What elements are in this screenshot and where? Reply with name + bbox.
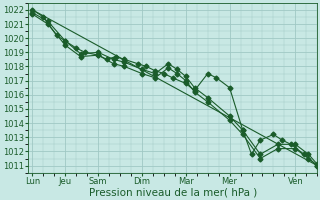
X-axis label: Pression niveau de la mer( hPa ): Pression niveau de la mer( hPa ) [89,187,257,197]
